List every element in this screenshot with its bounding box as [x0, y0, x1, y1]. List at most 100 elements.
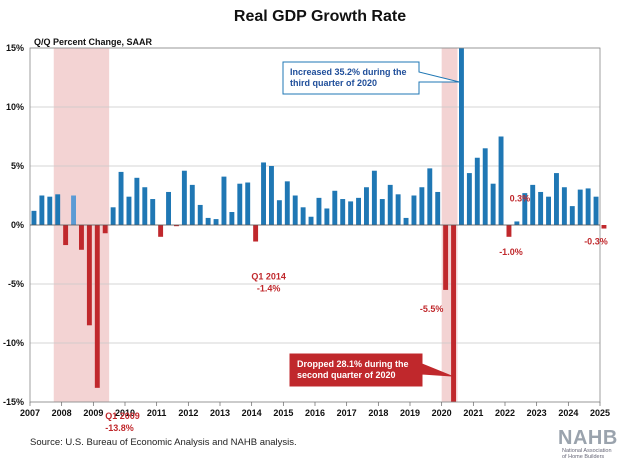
callout-box	[282, 61, 460, 95]
bar-2007Q2	[39, 195, 45, 225]
bar-2009Q2	[102, 225, 108, 234]
bar-2015Q3	[300, 207, 306, 225]
bar-2009Q4	[118, 171, 124, 225]
x-tick-label: 2007	[20, 408, 40, 418]
bar-2023Q1	[538, 191, 544, 225]
bar-2022Q4	[530, 184, 536, 225]
bar-2017Q1	[348, 201, 354, 225]
bar-2024Q3	[585, 188, 591, 225]
bar-2013Q4	[245, 182, 251, 225]
callout-text: Increased 35.2% during the	[290, 67, 407, 77]
bar-2007Q1	[31, 210, 37, 225]
x-tick-label: 2011	[147, 408, 167, 418]
bar-2009Q1	[94, 225, 100, 388]
bar-2014Q3	[269, 166, 274, 225]
bar-2010Q3	[142, 187, 148, 225]
x-tick-label: 2021	[463, 408, 483, 418]
bar-2014Q2	[261, 162, 266, 225]
bar-2022Q1	[506, 225, 512, 237]
y-axis-label: Q/Q Percent Change, SAAR	[34, 37, 153, 47]
x-tick-label: 2017	[337, 408, 357, 418]
bar-2021Q3	[490, 183, 496, 225]
x-tick-label: 2018	[368, 408, 388, 418]
bar-2010Q4	[150, 199, 156, 225]
bar-2011Q3	[174, 225, 179, 227]
x-tick-label: 2014	[242, 408, 262, 418]
x-tick-label: 2015	[273, 408, 293, 418]
bar-2011Q1	[158, 225, 164, 237]
x-tick-label: 2013	[210, 408, 230, 418]
bar-2021Q2	[482, 148, 488, 225]
bars	[31, 48, 607, 402]
bar-2012Q4	[213, 219, 219, 225]
bar-2010Q2	[134, 177, 140, 225]
bar-2016Q1	[316, 197, 322, 225]
data-label-2009Q1: Q1 2009	[105, 411, 140, 421]
data-label-2014Q1: Q1 2014	[251, 272, 286, 282]
x-tick-label: 2022	[495, 408, 515, 418]
callout-text: Dropped 28.1% during the	[297, 359, 409, 369]
callout-text: third quarter of 2020	[290, 78, 377, 88]
bar-2012Q2	[197, 204, 203, 225]
y-tick-label: -10%	[3, 338, 24, 348]
bar-2018Q4	[403, 217, 409, 225]
bar-2018Q3	[395, 194, 401, 225]
bar-2007Q3	[47, 196, 53, 225]
x-tick-label: 2012	[178, 408, 198, 418]
bar-2011Q2	[166, 191, 171, 225]
bar-2009Q3	[110, 207, 116, 225]
bar-2014Q4	[276, 200, 282, 225]
bar-2017Q4	[371, 170, 377, 225]
bar-2020Q1	[443, 225, 449, 290]
bar-2023Q4	[561, 187, 567, 225]
bar-2012Q3	[205, 217, 211, 225]
bar-2016Q2	[324, 208, 330, 225]
bar-2007Q4	[55, 194, 61, 225]
bar-2022Q2	[514, 221, 520, 225]
data-label-2022Q1: -1.0%	[499, 247, 523, 257]
y-tick-label: 10%	[6, 102, 24, 112]
data-labels: Q1 2009 -13.8% Q1 2014 -1.4% -5.5% -1.0% 0.3% -…	[105, 193, 607, 432]
logo-line-2: of Home Builders	[562, 454, 605, 460]
bar-2020Q3	[459, 48, 464, 225]
bar-2013Q1	[221, 176, 227, 225]
bar-2016Q3	[332, 190, 338, 225]
data-label-2020Q1: -5.5%	[420, 304, 444, 314]
data-label-2025Q1: -0.3%	[584, 237, 608, 247]
bar-2019Q3	[427, 168, 433, 225]
bar-2025Q1	[601, 225, 607, 229]
bar-2008Q3	[79, 225, 84, 250]
bar-2018Q2	[387, 184, 393, 225]
bar-2008Q4	[86, 225, 92, 326]
bar-2024Q4	[593, 196, 599, 225]
bar-2024Q1	[569, 206, 575, 225]
logo-line-1: National Association	[562, 448, 612, 454]
bar-2021Q1	[474, 157, 480, 225]
data-label-2014Q1: -1.4%	[257, 284, 281, 294]
bar-2010Q1	[126, 196, 132, 225]
bar-2022Q3	[522, 193, 528, 225]
x-tick-label: 2010	[115, 408, 135, 418]
bar-2021Q4	[498, 136, 504, 225]
y-tick-label: -5%	[8, 279, 24, 289]
x-tick-label: 2016	[305, 408, 325, 418]
bar-2017Q2	[356, 197, 361, 225]
logo-wordmark: NAHB	[558, 427, 618, 449]
bar-2023Q2	[546, 196, 551, 225]
x-tick-label: 2008	[52, 408, 72, 418]
x-tick-label: 2019	[400, 408, 420, 418]
bar-2023Q3	[554, 173, 559, 225]
callout-text: second quarter of 2020	[297, 370, 396, 380]
bar-2014Q1	[253, 225, 259, 242]
bar-2020Q2	[451, 225, 456, 402]
bar-2024Q2	[577, 189, 583, 225]
y-tick-label: -15%	[3, 397, 24, 407]
bar-2020Q4	[466, 173, 472, 225]
bar-2013Q2	[229, 212, 235, 225]
bar-2019Q2	[419, 187, 425, 225]
bar-2008Q2	[71, 195, 76, 225]
x-tick-label: 2024	[558, 408, 578, 418]
